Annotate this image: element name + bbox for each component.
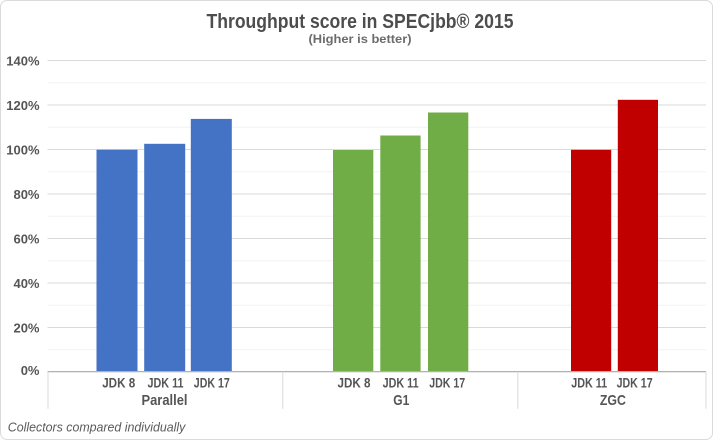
svg-text:JDK 17: JDK 17 [617,376,653,391]
svg-text:60%: 60% [13,231,39,246]
svg-text:Throughput score in SPECjbb® 2: Throughput score in SPECjbb® 2015 [207,11,514,33]
svg-text:JDK 17: JDK 17 [194,376,230,391]
svg-text:120%: 120% [6,98,40,113]
svg-text:80%: 80% [13,187,39,202]
svg-text:G1: G1 [393,393,409,409]
svg-text:JDK 11: JDK 11 [383,376,419,391]
svg-text:(Higher is better): (Higher is better) [309,32,412,46]
svg-text:JDK 11: JDK 11 [571,376,607,391]
svg-text:ZGC: ZGC [600,393,626,409]
svg-text:100%: 100% [6,142,40,157]
svg-text:40%: 40% [13,276,39,291]
svg-text:JDK 17: JDK 17 [429,376,465,391]
svg-text:Collectors compared individual: Collectors compared individually [8,419,187,434]
svg-text:140%: 140% [6,53,40,68]
svg-text:20%: 20% [13,320,39,335]
svg-text:Parallel: Parallel [142,393,188,409]
svg-text:JDK 8: JDK 8 [338,376,371,391]
svg-text:JDK 8: JDK 8 [102,376,135,391]
svg-text:0%: 0% [21,363,40,378]
svg-text:JDK 11: JDK 11 [148,376,184,391]
